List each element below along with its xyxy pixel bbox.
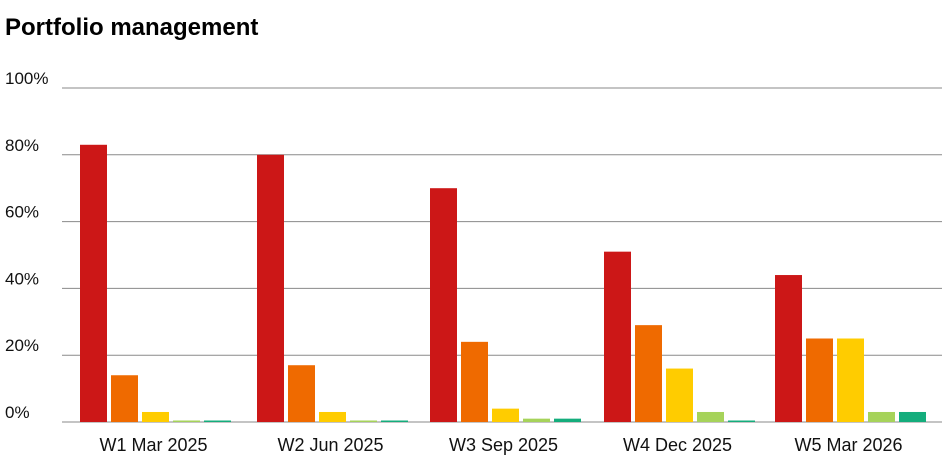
bar-group	[80, 144, 231, 422]
bar-group	[257, 154, 408, 423]
bar-group	[604, 251, 755, 422]
x-category-label: W1 Mar 2025	[99, 435, 207, 455]
y-tick-label: 40%	[5, 269, 39, 288]
bar	[554, 418, 581, 422]
bars	[80, 144, 926, 423]
y-tick-label: 20%	[5, 336, 39, 355]
bar	[142, 411, 169, 422]
y-axis-tick-labels: 0% 20% 40% 60% 80% 100%	[5, 69, 48, 422]
bar	[461, 341, 488, 422]
bar-group	[775, 275, 926, 422]
bar	[635, 325, 662, 422]
bar	[319, 411, 346, 422]
bar	[288, 365, 315, 422]
bar	[80, 144, 107, 422]
bar	[257, 154, 284, 423]
bar-group	[430, 188, 581, 422]
x-category-label: W2 Jun 2025	[277, 435, 383, 455]
y-tick-label: 80%	[5, 136, 39, 155]
y-tick-label: 100%	[5, 69, 48, 88]
bar	[430, 188, 457, 422]
bar	[899, 411, 926, 422]
bar	[492, 408, 519, 422]
bar	[204, 420, 231, 422]
chart-title: Portfolio management	[5, 14, 259, 41]
bar	[806, 338, 833, 422]
bar	[868, 411, 895, 422]
bar	[381, 420, 408, 422]
bar	[775, 275, 802, 422]
x-category-label: W5 Mar 2026	[794, 435, 902, 455]
bar	[697, 411, 724, 422]
bar	[350, 420, 377, 422]
x-category-label: W4 Dec 2025	[623, 435, 732, 455]
bar	[111, 375, 138, 422]
bar	[523, 418, 550, 422]
y-tick-label: 0%	[5, 403, 30, 422]
bar	[728, 420, 755, 422]
bar	[666, 368, 693, 422]
x-axis-category-labels: W1 Mar 2025 W2 Jun 2025 W3 Sep 2025 W4 Dec …	[99, 435, 902, 455]
y-tick-label: 60%	[5, 203, 39, 222]
x-category-label: W3 Sep 2025	[449, 435, 558, 455]
bar	[173, 420, 200, 422]
bar	[837, 338, 864, 422]
bar	[604, 251, 631, 422]
